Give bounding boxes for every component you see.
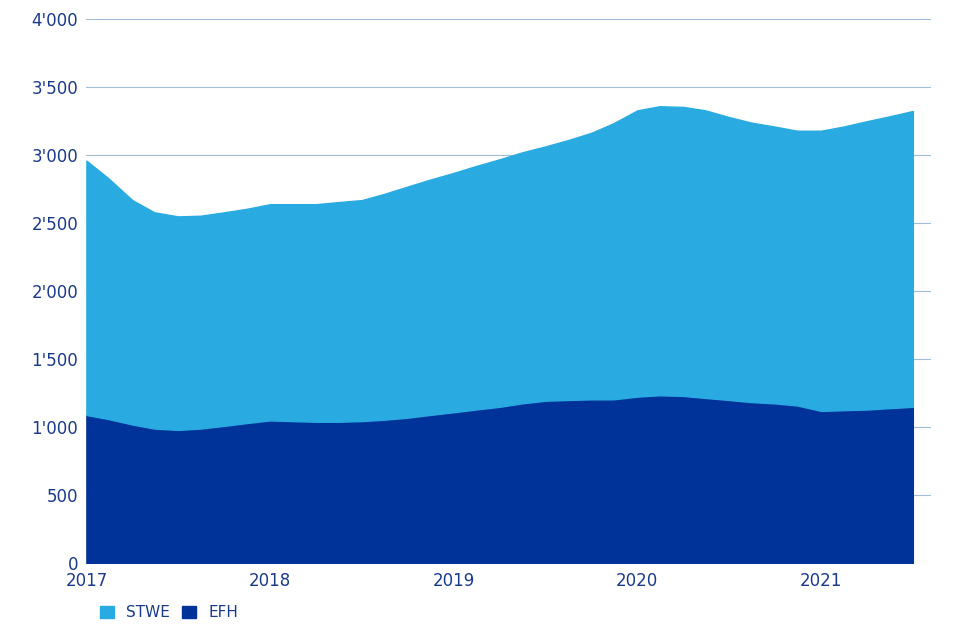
Legend: STWE, EFH: STWE, EFH: [94, 599, 244, 627]
